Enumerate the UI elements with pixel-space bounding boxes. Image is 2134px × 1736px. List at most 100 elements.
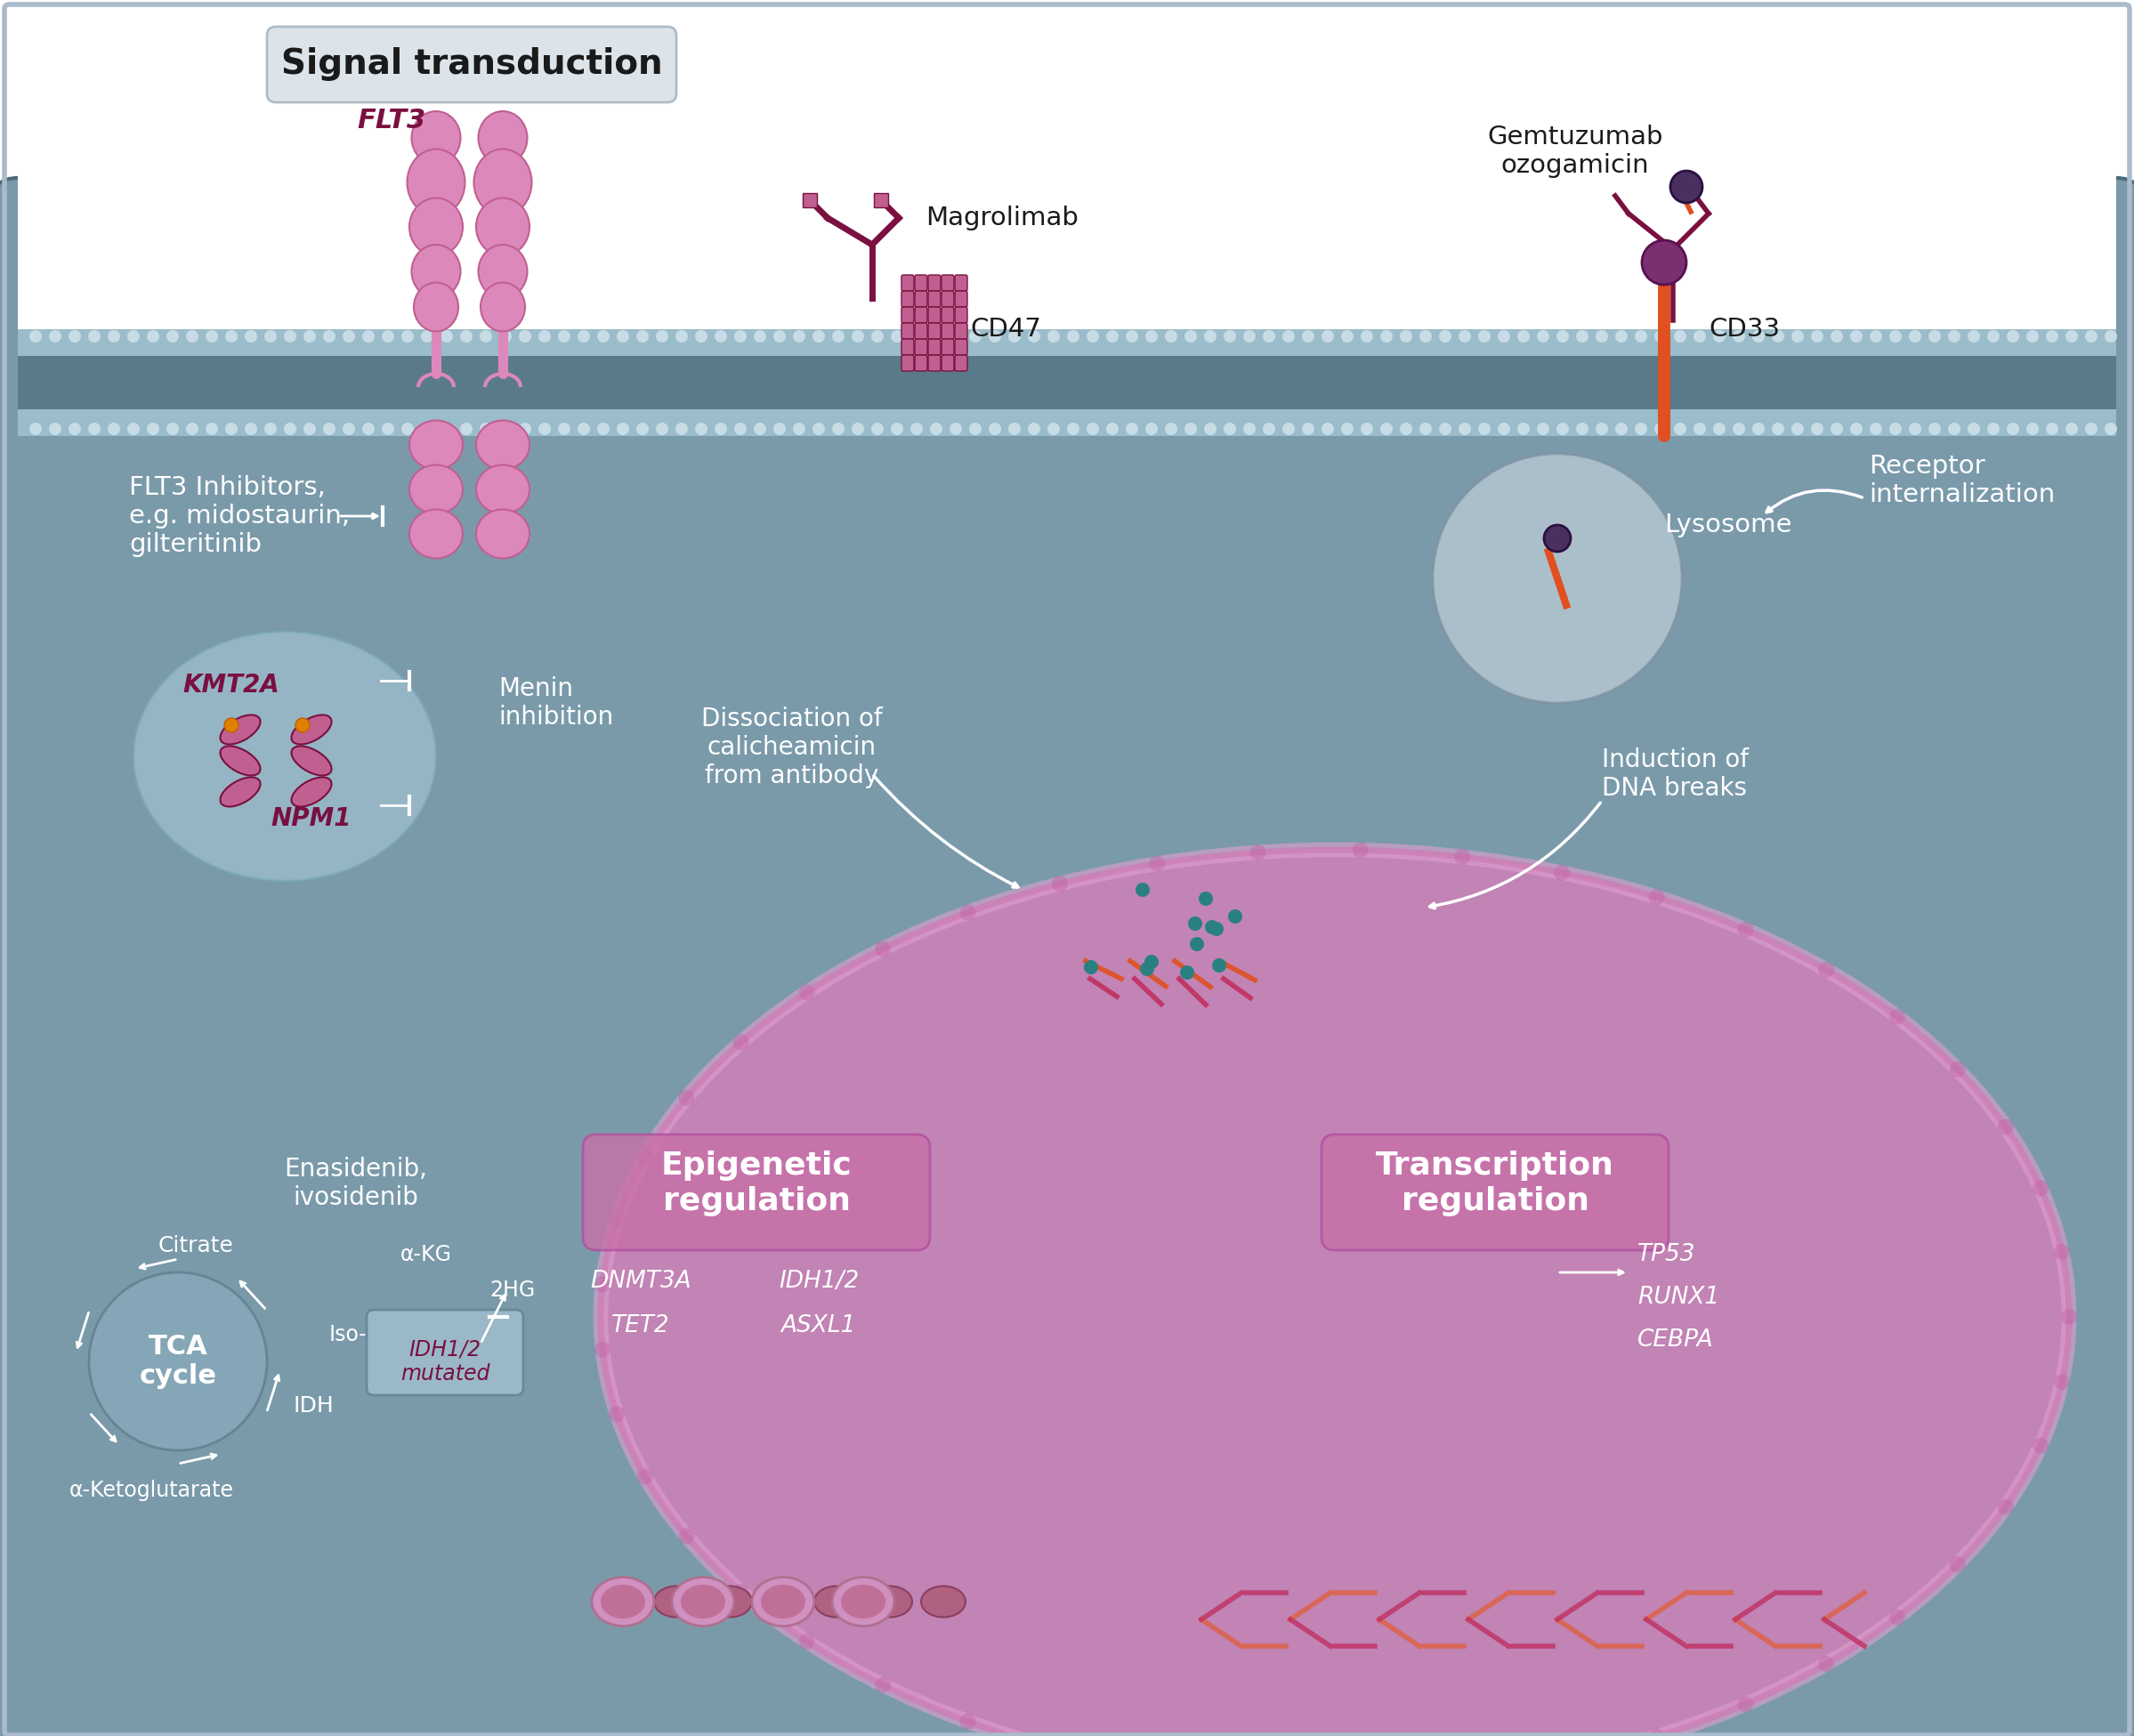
Circle shape	[2085, 422, 2098, 436]
Circle shape	[1654, 330, 1667, 342]
Ellipse shape	[869, 1587, 911, 1618]
Circle shape	[1596, 330, 1609, 342]
Ellipse shape	[708, 1587, 751, 1618]
Ellipse shape	[600, 849, 2070, 1736]
FancyBboxPatch shape	[915, 339, 928, 356]
Circle shape	[128, 422, 139, 436]
Circle shape	[851, 330, 864, 342]
Text: Signal transduction: Signal transduction	[282, 47, 662, 82]
Circle shape	[1135, 882, 1150, 898]
Text: Citrate: Citrate	[158, 1234, 233, 1257]
Circle shape	[2032, 1180, 2049, 1196]
Ellipse shape	[832, 1578, 894, 1627]
FancyBboxPatch shape	[954, 307, 967, 323]
Circle shape	[538, 330, 551, 342]
Ellipse shape	[762, 1585, 805, 1618]
Circle shape	[794, 330, 805, 342]
Circle shape	[1733, 330, 1746, 342]
Circle shape	[2104, 330, 2117, 342]
Circle shape	[1577, 422, 1588, 436]
Circle shape	[322, 422, 335, 436]
Circle shape	[303, 330, 316, 342]
Polygon shape	[17, 45, 2117, 392]
Circle shape	[2027, 330, 2038, 342]
Circle shape	[2027, 422, 2038, 436]
FancyBboxPatch shape	[915, 356, 928, 372]
Circle shape	[538, 422, 551, 436]
Circle shape	[1432, 453, 1682, 703]
Circle shape	[1283, 422, 1295, 436]
Circle shape	[1556, 422, 1568, 436]
Circle shape	[1084, 960, 1099, 974]
Circle shape	[382, 422, 395, 436]
Text: Epigenetic
regulation: Epigenetic regulation	[662, 1151, 851, 1217]
Text: Gemtuzumab
ozogamicin: Gemtuzumab ozogamicin	[1487, 125, 1662, 179]
Ellipse shape	[480, 283, 525, 332]
Circle shape	[1086, 422, 1099, 436]
Circle shape	[1321, 330, 1334, 342]
Circle shape	[480, 422, 493, 436]
Text: FLT3 Inhibitors,
e.g. midostaurin,
gilteritinib: FLT3 Inhibitors, e.g. midostaurin, gilte…	[128, 476, 350, 557]
FancyBboxPatch shape	[901, 323, 913, 339]
Circle shape	[969, 330, 982, 342]
Circle shape	[519, 330, 531, 342]
Circle shape	[1635, 330, 1647, 342]
Circle shape	[950, 422, 962, 436]
Circle shape	[284, 330, 297, 342]
Circle shape	[461, 330, 472, 342]
Ellipse shape	[600, 1587, 644, 1618]
Circle shape	[49, 330, 62, 342]
FancyBboxPatch shape	[915, 274, 928, 292]
Ellipse shape	[476, 198, 529, 255]
Ellipse shape	[292, 746, 331, 776]
Circle shape	[147, 422, 160, 436]
Circle shape	[1400, 422, 1413, 436]
Circle shape	[1929, 330, 1942, 342]
Polygon shape	[17, 330, 2117, 436]
Circle shape	[608, 1212, 625, 1227]
Circle shape	[1545, 524, 1571, 552]
Circle shape	[950, 330, 962, 342]
Circle shape	[107, 422, 120, 436]
Circle shape	[1400, 330, 1413, 342]
Text: Dissociation of
calicheamicin
from antibody: Dissociation of calicheamicin from antib…	[702, 707, 883, 788]
Circle shape	[557, 330, 570, 342]
Circle shape	[960, 904, 975, 920]
Circle shape	[1869, 330, 1882, 342]
Circle shape	[1650, 1729, 1665, 1736]
Circle shape	[1321, 422, 1334, 436]
Ellipse shape	[410, 465, 463, 514]
Circle shape	[988, 422, 1001, 436]
Circle shape	[617, 422, 630, 436]
Circle shape	[30, 422, 43, 436]
Circle shape	[1458, 422, 1470, 436]
Circle shape	[1353, 842, 1368, 858]
Circle shape	[1812, 422, 1822, 436]
Circle shape	[676, 422, 687, 436]
Circle shape	[1067, 330, 1080, 342]
Circle shape	[1517, 422, 1530, 436]
Circle shape	[186, 330, 198, 342]
Circle shape	[1381, 330, 1394, 342]
Circle shape	[1641, 240, 1686, 285]
Circle shape	[1455, 849, 1470, 865]
Circle shape	[226, 422, 237, 436]
Circle shape	[1714, 330, 1726, 342]
Circle shape	[2085, 330, 2098, 342]
Circle shape	[1968, 422, 1980, 436]
Ellipse shape	[600, 1585, 644, 1618]
Circle shape	[734, 330, 747, 342]
Circle shape	[1771, 422, 1784, 436]
Ellipse shape	[478, 245, 527, 299]
Ellipse shape	[410, 198, 463, 255]
Circle shape	[578, 422, 589, 436]
Text: α-Ketoglutarate: α-Ketoglutarate	[68, 1479, 233, 1502]
Circle shape	[2066, 330, 2079, 342]
Circle shape	[2006, 330, 2019, 342]
Text: 2HG: 2HG	[489, 1279, 536, 1300]
Circle shape	[1997, 1498, 2014, 1516]
Circle shape	[2104, 422, 2117, 436]
Circle shape	[205, 422, 218, 436]
Ellipse shape	[410, 509, 463, 559]
Circle shape	[1752, 422, 1765, 436]
